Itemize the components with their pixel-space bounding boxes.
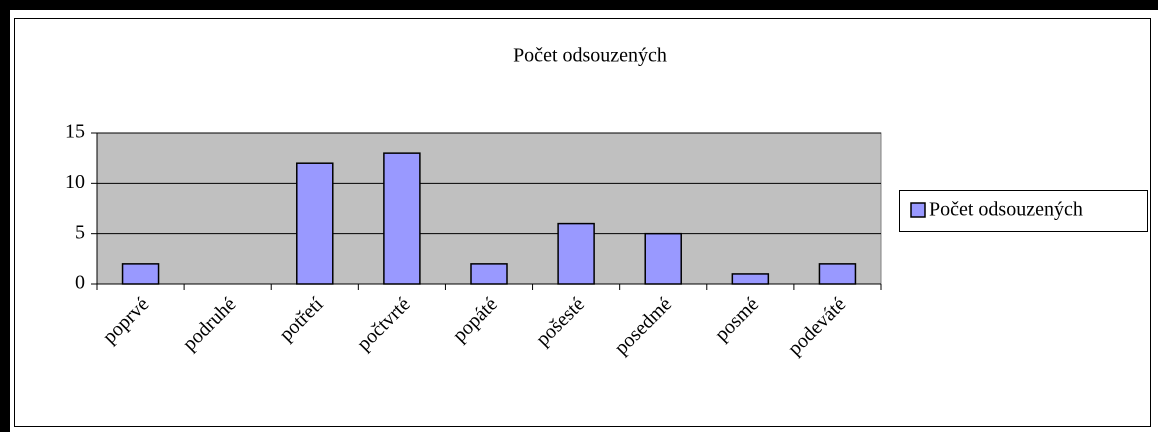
bar	[731, 273, 770, 285]
legend-label: Počet odsouzených	[929, 199, 1083, 221]
legend-swatch	[910, 202, 926, 218]
bar	[296, 162, 334, 285]
frame-top	[0, 0, 1158, 10]
bar	[644, 232, 682, 285]
frame-left	[0, 0, 10, 432]
bar	[470, 263, 508, 285]
bar	[818, 263, 857, 285]
y-tick-label: 10	[65, 171, 85, 193]
legend-box	[899, 190, 1148, 232]
bar	[383, 152, 421, 285]
y-tick-label: 15	[65, 121, 85, 143]
chart-title: Počet odsouzených	[513, 45, 667, 67]
y-tick-label: 0	[75, 272, 85, 294]
bar	[557, 222, 595, 285]
y-tick-label: 5	[75, 221, 85, 243]
bar	[121, 263, 160, 285]
plot-area	[96, 132, 882, 285]
